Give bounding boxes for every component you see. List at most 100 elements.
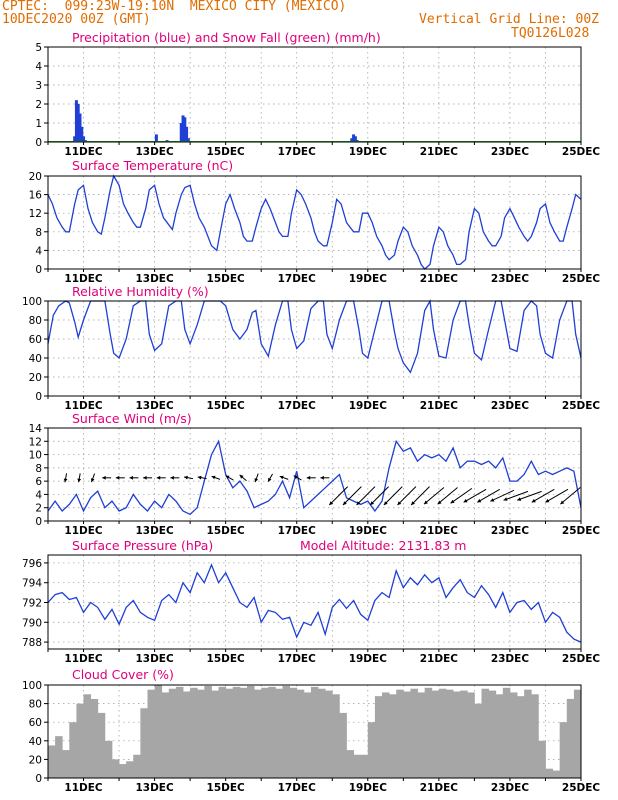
panel-title: Surface Wind (m/s) — [72, 411, 192, 426]
cloud-bar — [154, 685, 163, 778]
wind-arrow — [356, 486, 376, 506]
y-tick-label: 0 — [35, 391, 42, 403]
cloud-bar — [481, 688, 490, 778]
cloud-bar — [346, 750, 354, 778]
y-tick-label: 0 — [35, 516, 42, 528]
plot-frame — [47, 300, 582, 397]
wind-arrow-head — [239, 474, 244, 479]
cloud-bar — [246, 685, 255, 778]
cloud-bar — [183, 691, 191, 778]
cloud-bar — [296, 689, 305, 778]
wind-arrow-head — [370, 501, 375, 505]
y-tick-label: 20 — [29, 754, 42, 766]
x-tick-label: 13DEC — [135, 653, 174, 665]
wind-arrow — [342, 486, 362, 506]
x-tick-label: 25DEC — [562, 273, 601, 285]
wind-arrow-head — [293, 475, 298, 479]
precip-bar — [179, 123, 183, 142]
rh-line — [47, 298, 582, 374]
cloud-bar — [111, 759, 120, 778]
precip-bar — [74, 100, 78, 142]
wind-arrow — [477, 488, 501, 503]
wind-arrow-head — [143, 475, 147, 480]
wind-arrow-head — [424, 500, 428, 505]
cloud-bar — [445, 689, 454, 778]
x-tick-label: 13DEC — [135, 782, 174, 794]
y-tick-label: 0 — [35, 264, 42, 276]
wind-arrow-head — [450, 499, 455, 504]
cloud-bar — [403, 691, 411, 778]
wind-arrow-head — [329, 501, 334, 505]
cloud-bar — [168, 688, 177, 778]
cloud-bar — [190, 687, 198, 778]
x-tick-label: 13DEC — [135, 146, 174, 158]
cloud-bar — [310, 686, 319, 778]
x-tick-label: 23DEC — [491, 782, 530, 794]
cloud-bar — [133, 754, 141, 778]
x-tick-label: 21DEC — [420, 525, 459, 537]
cloud-bar — [573, 689, 582, 778]
y-tick-label: 2 — [35, 503, 42, 515]
x-tick-label: 11DEC — [64, 146, 103, 158]
y-tick-label: 60 — [29, 334, 42, 346]
cloud-bar — [460, 690, 468, 778]
cloud-bar — [303, 692, 312, 778]
x-tick-label: 25DEC — [562, 525, 601, 537]
cloud-bar — [318, 688, 326, 778]
wind-arrow-head — [397, 501, 402, 505]
wind-arrow-head — [306, 475, 311, 480]
precip-bar — [353, 136, 357, 142]
x-tick-label: 25DEC — [562, 146, 601, 158]
precip-bar — [183, 117, 187, 142]
cloud-bar — [396, 689, 404, 778]
y-tick-label: 4 — [35, 61, 42, 73]
cloud-bar — [502, 687, 511, 778]
y-tick-label: 1 — [35, 118, 42, 130]
precip-bar — [73, 136, 77, 142]
precip-bar — [82, 136, 86, 142]
y-tick-label: 10 — [29, 450, 42, 462]
wind-arrow-head — [490, 498, 495, 502]
y-tick-label: 100 — [22, 296, 42, 308]
panel-title: Relative Humidity (%) — [72, 284, 209, 299]
plot-frame — [47, 554, 582, 650]
wind-arrow — [560, 487, 581, 505]
cloud-bar — [360, 754, 369, 778]
wind-arrow-head — [225, 475, 230, 479]
wind-arrow — [423, 487, 445, 505]
wind-arrow-head — [279, 475, 284, 480]
x-tick-label: 23DEC — [491, 273, 530, 285]
panel-title: Precipitation (blue) and Snow Fall (gree… — [72, 30, 381, 45]
cloud-bar — [126, 761, 134, 778]
wind-arrow-head — [102, 475, 106, 480]
wind-arrow-head — [197, 475, 202, 480]
panel-title: Surface Temperature (nC) — [72, 158, 233, 173]
wind-arrow-head — [211, 475, 216, 480]
x-tick-label: 15DEC — [207, 653, 246, 665]
cloud-bar — [197, 689, 205, 778]
cloud-bar — [282, 685, 291, 778]
x-tick-label: 17DEC — [278, 653, 317, 665]
wind-arrow-head — [320, 475, 324, 480]
wind-arrow — [545, 488, 569, 503]
cloud-bar — [467, 692, 475, 778]
wind-arrow — [437, 487, 458, 505]
header-grid-note: Vertical Grid Line: 00Z — [419, 12, 600, 27]
cloud-bar — [289, 687, 298, 778]
x-tick-label: 19DEC — [349, 273, 388, 285]
x-tick-label: 19DEC — [349, 782, 388, 794]
x-tick-label: 13DEC — [135, 525, 174, 537]
cloud-bar — [339, 712, 347, 778]
wind-arrow — [531, 488, 555, 503]
wind-arrow-head — [268, 477, 272, 482]
y-tick-label: 60 — [29, 717, 42, 729]
plot-frame — [47, 175, 582, 270]
temp-line — [47, 174, 582, 270]
wind-arrow — [397, 486, 417, 506]
cloud-bar — [97, 712, 106, 778]
wind-arrow — [383, 486, 403, 506]
cloud-bar — [119, 764, 127, 778]
cloud-bar — [175, 686, 184, 778]
plot-frame — [47, 427, 582, 522]
y-tick-label: 80 — [29, 699, 42, 711]
